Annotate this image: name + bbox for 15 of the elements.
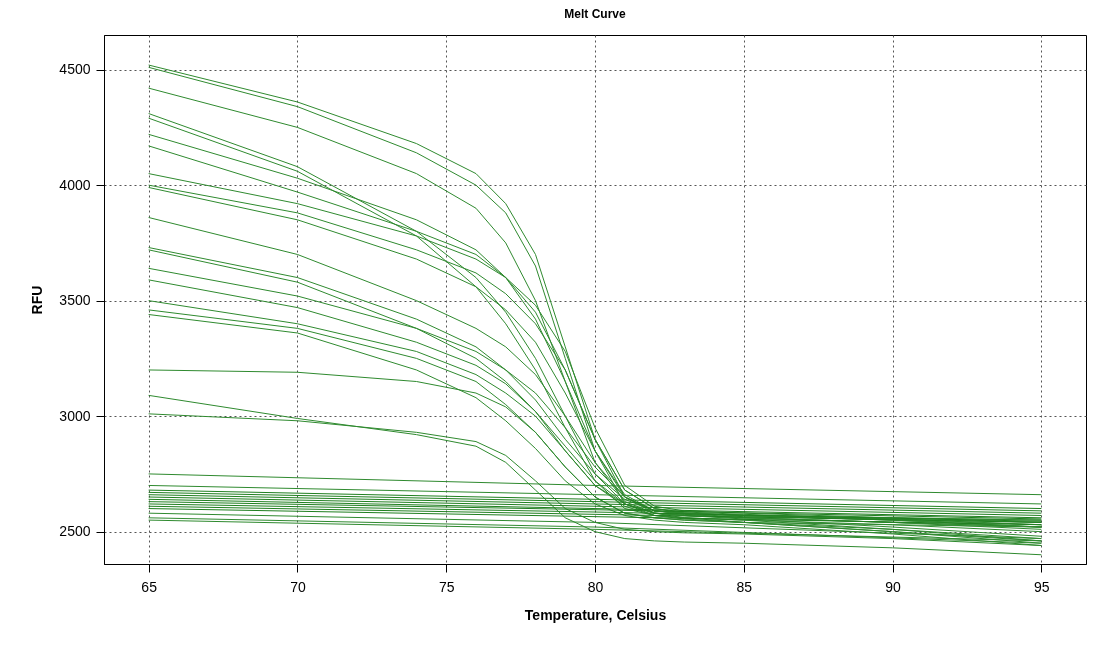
x-tick-label: 80 [587, 578, 604, 595]
x-tick-label: 75 [438, 578, 455, 595]
x-tick-label: 85 [736, 578, 753, 595]
x-tick-label: 65 [141, 578, 158, 595]
x-tick-label: 70 [290, 578, 306, 595]
y-axis-title: RFU [29, 285, 46, 315]
x-tick-label: 95 [1034, 578, 1050, 595]
y-tick-label: 3000 [59, 407, 91, 424]
x-tick-label: 90 [885, 578, 902, 595]
y-tick-label: 2500 [59, 523, 91, 540]
y-tick-label: 3500 [59, 292, 91, 309]
chart-title: Melt Curve [564, 7, 626, 21]
y-tick-label: 4500 [59, 61, 91, 78]
x-axis-title: Temperature, Celsius [524, 606, 667, 623]
y-tick-label: 4000 [59, 176, 91, 193]
